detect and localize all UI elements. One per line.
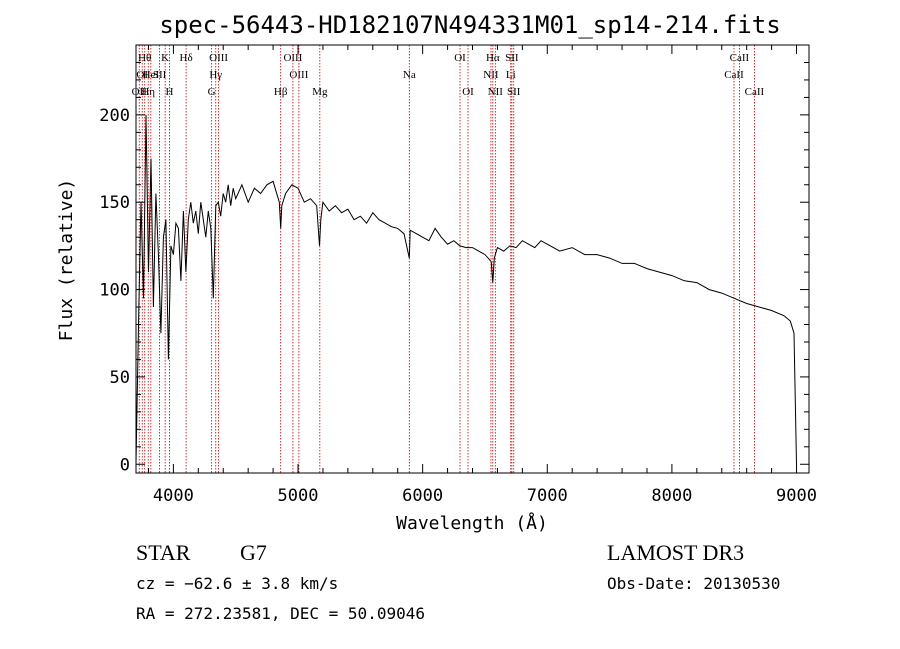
line-marker-label: SII <box>505 52 519 64</box>
line-marker-label: CaII <box>724 69 744 81</box>
line-marker-label: OI <box>136 69 148 81</box>
line-marker-label: Hβ <box>274 86 288 98</box>
redshift-text: cz = −62.6 ± 3.8 km/s <box>136 574 339 593</box>
line-markers <box>138 45 755 473</box>
line-marker-label: HeI <box>143 69 160 81</box>
line-marker-label: Na <box>403 69 416 81</box>
x-axis-label: Wavelength (Å) <box>396 512 548 534</box>
line-marker-label: OI <box>462 86 474 98</box>
y-tick-label: 50 <box>110 368 130 388</box>
line-marker-label: Hη <box>141 86 155 98</box>
y-tick-label: 150 <box>99 193 130 213</box>
x-tick-label: 7000 <box>527 486 568 506</box>
line-marker-label: G <box>208 86 216 98</box>
chart-title: spec-56443-HD182107N494331M01_sp14-214.f… <box>159 11 780 39</box>
line-marker-label: NII <box>488 86 504 98</box>
line-marker-label: Hα <box>486 52 500 64</box>
x-tick-label: 5000 <box>278 486 319 506</box>
plot-frame <box>135 44 810 474</box>
y-axis: 0 50 100 150 200 <box>99 61 809 475</box>
line-marker-label: SII <box>507 86 521 98</box>
y-tick-label: 200 <box>99 106 130 126</box>
survey-name: LAMOST DR3 <box>607 540 745 565</box>
line-marker-label: Mg <box>312 86 328 98</box>
line-marker-label: OIII <box>209 52 228 64</box>
line-marker-label: OIII <box>289 69 308 81</box>
y-tick-label: 0 <box>120 455 130 475</box>
line-marker-label: OI <box>454 52 466 64</box>
line-marker-label: Li <box>506 69 516 81</box>
x-tick-label: 6000 <box>402 486 443 506</box>
line-marker-label: K <box>161 52 169 64</box>
spectrum-line <box>135 114 797 465</box>
line-marker-label: NII <box>483 69 499 81</box>
line-marker-label: H <box>166 86 174 98</box>
line-marker-label: Hθ <box>138 52 151 64</box>
x-tick-label: 4000 <box>153 486 194 506</box>
line-marker-label: SII <box>153 69 167 81</box>
object-subclass: G7 <box>240 540 267 565</box>
line-marker-label: CaII <box>745 86 765 98</box>
x-tick-label: 9000 <box>776 486 817 506</box>
object-class: STAR <box>136 540 191 565</box>
y-axis-label: Flux (relative) <box>56 179 77 342</box>
line-marker-label: Hγ <box>209 69 222 81</box>
line-marker-label: CaII <box>730 52 750 64</box>
y-tick-label: 100 <box>99 281 130 301</box>
line-marker-label: Hδ <box>180 52 193 64</box>
obs-date: Obs-Date: 20130530 <box>607 574 781 593</box>
x-tick-label: 8000 <box>651 486 692 506</box>
line-marker-label: OIII <box>283 52 302 64</box>
x-axis: 4000 5000 6000 7000 8000 9000 <box>147 45 817 506</box>
ra-dec: RA = 272.23581, DEC = 50.09046 <box>136 604 425 623</box>
